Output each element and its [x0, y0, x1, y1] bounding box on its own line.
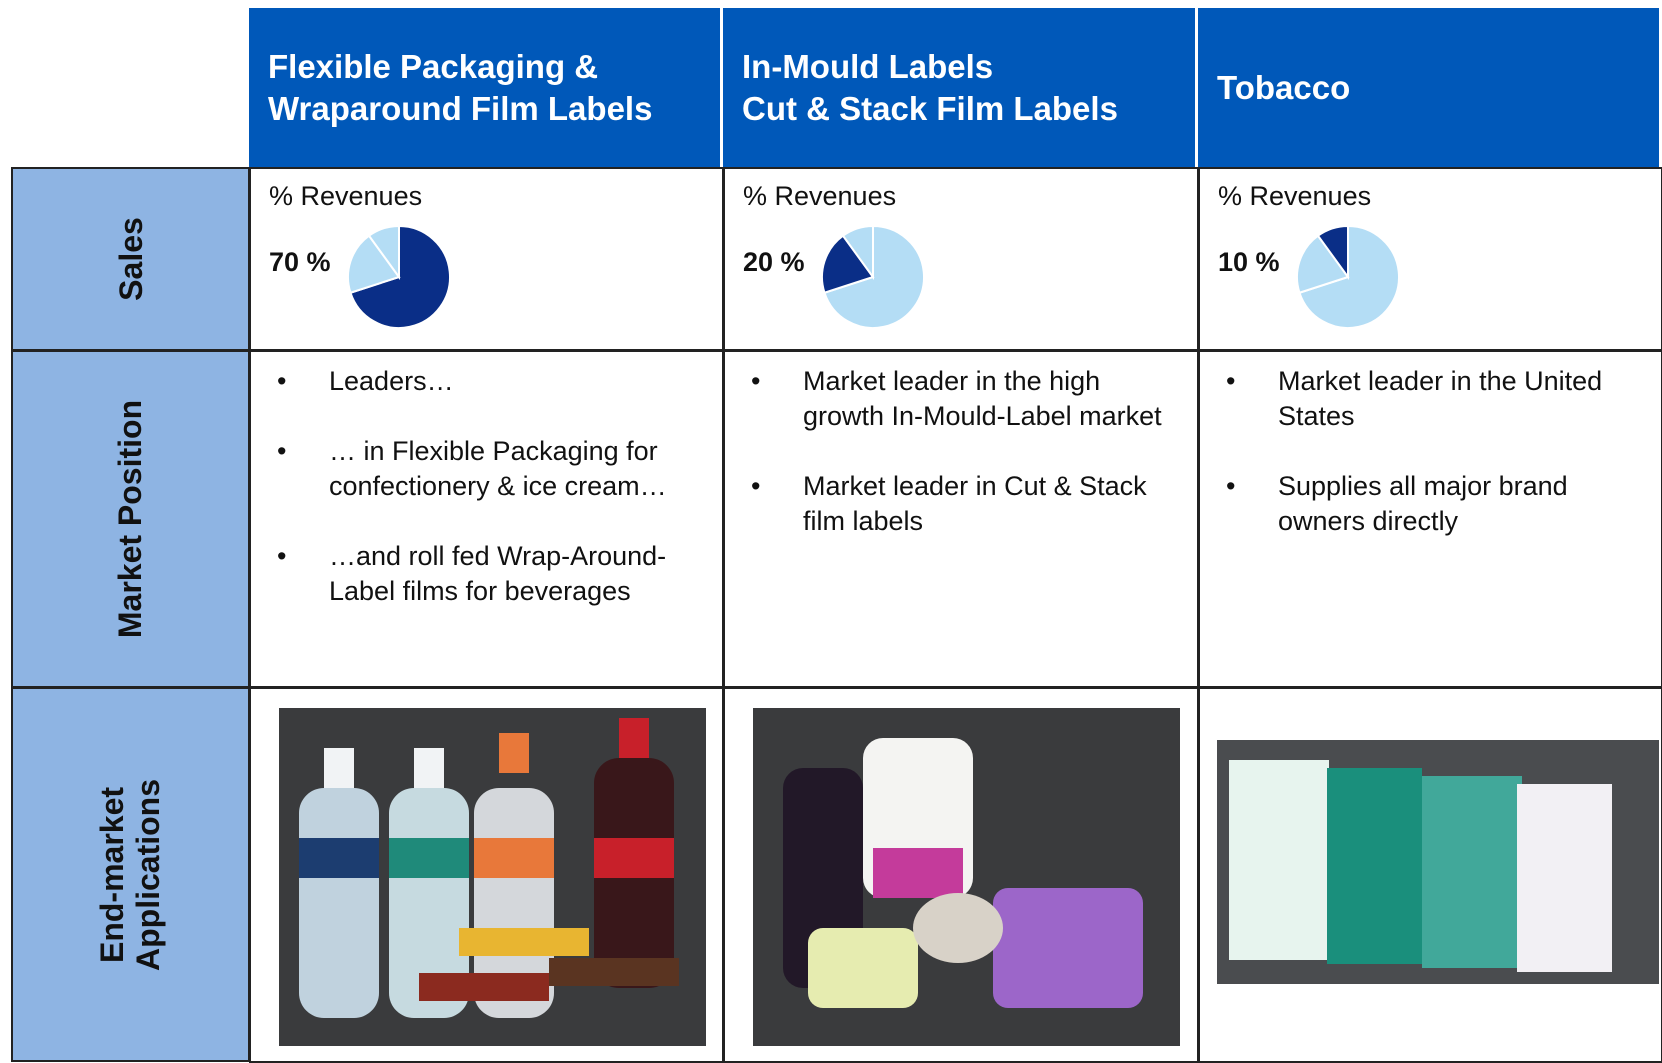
product-photo: [279, 708, 706, 1046]
market-cell: • Market leader in the United States • Supp…: [1198, 350, 1662, 688]
pie-chart: [813, 217, 933, 337]
tub: [808, 928, 918, 1008]
cigarette-pack: [1327, 768, 1422, 964]
column-header: Flexible Packaging &Wraparound Film Labe…: [249, 8, 720, 167]
bullet-text: Market leader in the high growth In-Moul…: [803, 366, 1162, 431]
revenue-share: 20 %: [743, 247, 805, 278]
bullet-item: • …and roll fed Wrap-Around-Label films f…: [269, 539, 712, 609]
row-label-cell: Market Position: [11, 350, 250, 688]
cigarette-pack: [1517, 784, 1612, 972]
tub-lid: [913, 893, 1003, 963]
market-cell: • Leaders… • … in Flexible Packaging for co…: [249, 350, 724, 688]
header-line: Flexible Packaging &: [268, 46, 720, 88]
row-label: Sales: [113, 217, 149, 301]
product-photo: [1217, 740, 1659, 984]
applications-cell: [249, 687, 724, 1063]
bottle-label: [474, 838, 554, 878]
header-line: Cut & Stack Film Labels: [742, 88, 1195, 130]
applications-cell: [723, 687, 1199, 1063]
page: Sales Market Position End-marketApplicatio…: [0, 0, 1662, 1061]
row-label-line: Market Position: [113, 400, 149, 638]
bullet-dot: •: [277, 539, 286, 574]
bullet-item: • Market leader in the high growth In-Mou…: [743, 364, 1187, 434]
candy-bar: [459, 928, 589, 956]
bullet-text: … in Flexible Packaging for confectioner…: [329, 436, 667, 501]
bullet-list: • Market leader in the United States • Supp…: [1218, 364, 1651, 574]
header-line: Wraparound Film Labels: [268, 88, 720, 130]
sales-cell: % Revenues 70 %: [249, 167, 724, 351]
bullet-item: • Leaders…: [269, 364, 712, 399]
bottle-cap: [499, 733, 529, 773]
column-header: Tobacco: [1198, 8, 1659, 167]
bottle: [299, 788, 379, 1018]
bullet-dot: •: [1226, 364, 1235, 399]
bullet-item: • Supplies all major brand owners directl…: [1218, 469, 1651, 539]
bullet-text: Market leader in Cut & Stack film labels: [803, 471, 1147, 536]
sales-cell: % Revenues 20 %: [723, 167, 1199, 351]
bottle-cap: [414, 748, 444, 788]
bullet-text: …and roll fed Wrap-Around-Label films fo…: [329, 541, 666, 606]
candy-bar: [549, 958, 679, 986]
bullet-list: • Leaders… • … in Flexible Packaging for co…: [269, 364, 712, 644]
bullet-item: • Market leader in Cut & Stack film label…: [743, 469, 1187, 539]
bottle-label: [389, 838, 469, 878]
bullet-dot: •: [1226, 469, 1235, 504]
bullet-list: • Market leader in the high growth In-Mou…: [743, 364, 1187, 574]
cigarette-pack: [1229, 760, 1329, 960]
revenue-share: 10 %: [1218, 247, 1280, 278]
sales-label: % Revenues: [269, 181, 422, 212]
tub: [993, 888, 1143, 1008]
bullet-item: • Market leader in the United States: [1218, 364, 1651, 434]
header-line: In-Mould Labels: [742, 46, 1195, 88]
product-photo: [753, 708, 1180, 1046]
bullet-text: Market leader in the United States: [1278, 366, 1602, 431]
bottle-label: [299, 838, 379, 878]
sales-cell: % Revenues 10 %: [1198, 167, 1662, 351]
row-label-line: End-market: [94, 778, 130, 970]
bullet-dot: •: [277, 364, 286, 399]
cigarette-pack: [1422, 776, 1522, 968]
applications-cell: [1198, 687, 1662, 1063]
row-label-cell: Sales: [11, 167, 250, 351]
bullet-dot: •: [751, 364, 760, 399]
market-cell: • Market leader in the high growth In-Mou…: [723, 350, 1199, 688]
bottle-cap: [619, 718, 649, 758]
pie-chart: [1288, 217, 1408, 337]
jug-label: [873, 848, 963, 898]
row-label: Market Position: [113, 400, 149, 638]
row-label-line: Applications: [130, 778, 166, 970]
revenue-share: 70 %: [269, 247, 331, 278]
sales-label: % Revenues: [1218, 181, 1371, 212]
header-line: Tobacco: [1217, 67, 1659, 109]
bottle-cap: [324, 748, 354, 788]
bullet-dot: •: [751, 469, 760, 504]
bullet-dot: •: [277, 434, 286, 469]
candy-bar: [419, 973, 549, 1001]
row-label-line: Sales: [113, 217, 149, 301]
sales-label: % Revenues: [743, 181, 896, 212]
bottle-label: [594, 838, 674, 878]
pie-chart: [339, 217, 459, 337]
bullet-text: Supplies all major brand owners directly: [1278, 471, 1568, 536]
bullet-text: Leaders…: [329, 366, 454, 396]
bullet-item: • … in Flexible Packaging for confectione…: [269, 434, 712, 504]
